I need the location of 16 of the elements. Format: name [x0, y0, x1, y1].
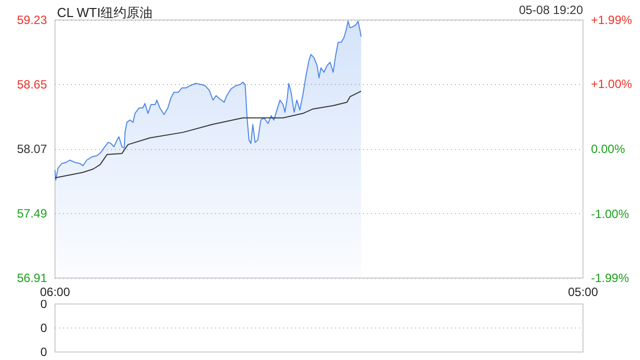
y2-tick-label: -1.00% — [591, 206, 630, 221]
y-tick-label: 58.65 — [16, 78, 48, 92]
y-tick-label: 56.91 — [16, 271, 48, 285]
y-tick-label: 58.07 — [16, 142, 48, 156]
text: 0 — [40, 321, 48, 335]
text: 05-08 19:20 — [518, 3, 584, 17]
y2-tick-label: 0.00% — [591, 142, 626, 156]
chart-title: CL WTI纽约原油 — [57, 5, 153, 20]
y2-tick-label: +1.00% — [591, 77, 632, 92]
y2-tick-label: -1.99% — [591, 271, 630, 285]
x-tick-label: 06:00 — [40, 285, 70, 299]
y-tick-label: 59.23 — [16, 13, 48, 27]
x-tick-label: 05:00 — [568, 285, 598, 299]
y-tick-label: 57.49 — [16, 206, 48, 220]
text: 0 — [40, 345, 48, 359]
y2-tick-label: +1.99% — [591, 13, 632, 27]
